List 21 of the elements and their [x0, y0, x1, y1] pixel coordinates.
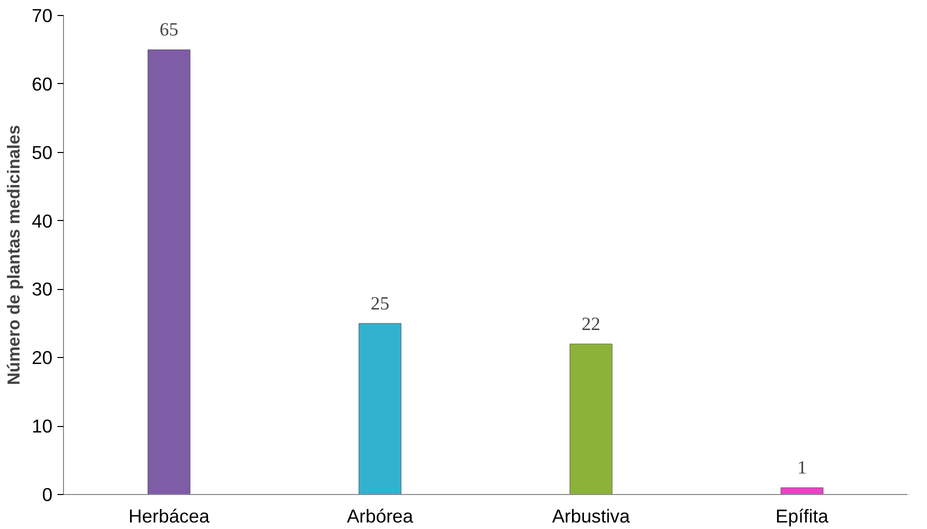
x-tick-label: Arbórea: [346, 506, 414, 526]
y-tick-label: 50: [32, 142, 53, 163]
data-label: 25: [370, 293, 390, 314]
data-label: 22: [582, 314, 600, 335]
y-tick-label: 20: [32, 347, 53, 368]
data-label: 1: [797, 458, 807, 479]
y-tick-label: 60: [32, 73, 53, 94]
y-tick-label: 0: [42, 484, 53, 505]
x-tick-label: Arbustiva: [552, 506, 631, 526]
bar: [570, 344, 612, 494]
y-tick-label: 10: [32, 416, 53, 437]
y-tick-label: 30: [32, 278, 53, 300]
bar: [358, 323, 402, 494]
y-axis-title: Número de plantas medicinales: [4, 124, 24, 386]
y-tick-label: 40: [32, 210, 53, 232]
bar: [148, 49, 190, 494]
y-tick-label: 70: [32, 5, 53, 26]
x-tick-label: Herbácea: [128, 506, 210, 526]
data-label: 65: [160, 20, 178, 41]
x-tick-label: Epífita: [776, 506, 830, 526]
bar: [780, 487, 824, 494]
